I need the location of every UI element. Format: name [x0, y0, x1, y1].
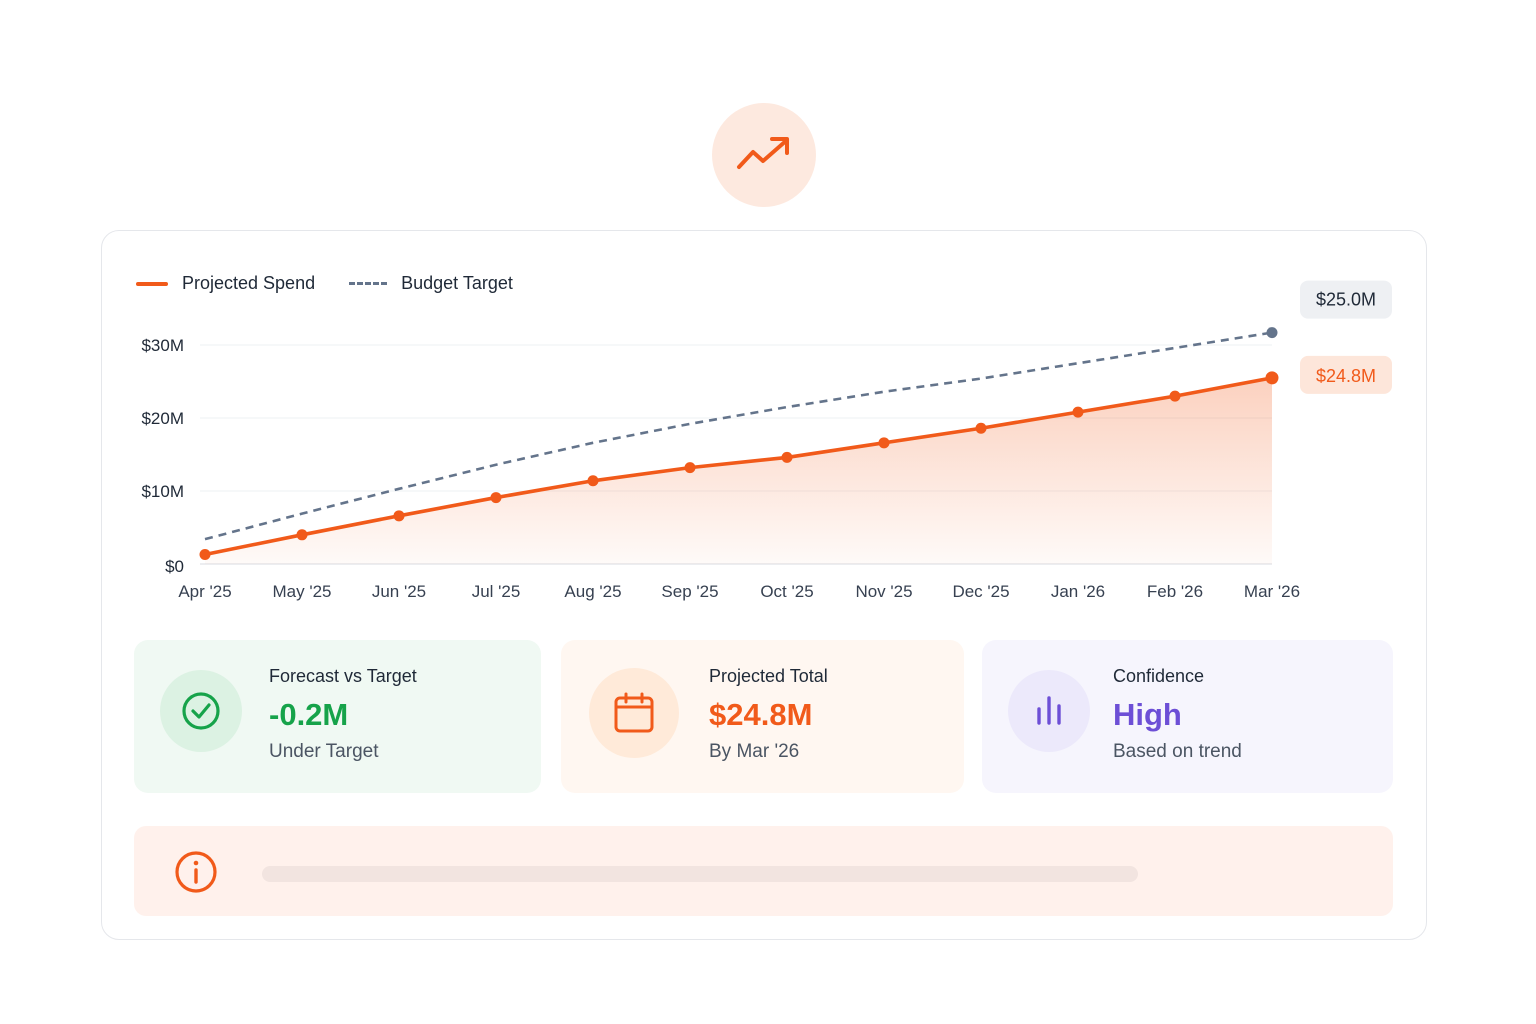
stat-sub: Under Target [269, 741, 379, 762]
y-tick-label: $30M [141, 336, 184, 355]
stat-card-confidence: Confidence High Based on trend [982, 640, 1393, 793]
forecast-chart: $0 $10M $20M $30M Apr '25 May '25 Jun '25 Jul '… [141, 280, 1392, 601]
x-tick-label: Jan '26 [1051, 582, 1105, 601]
bar-chart-icon [1008, 670, 1090, 752]
x-tick-label: Jun '25 [372, 582, 426, 601]
stat-value: $24.8M [709, 697, 813, 732]
legend-swatch-target [349, 282, 388, 285]
x-tick-label: Sep '25 [661, 582, 718, 601]
data-point-projected [781, 451, 793, 463]
x-tick-label: May '25 [273, 582, 332, 601]
check-circle-icon [160, 670, 242, 752]
series-line-target [204, 331, 1273, 541]
x-tick-label: Feb '26 [1147, 582, 1203, 601]
legend-swatch-projected [136, 281, 168, 286]
data-point-projected [975, 422, 987, 434]
data-point-projected [296, 529, 308, 541]
stat-label: Forecast vs Target [269, 666, 417, 686]
y-tick-label: $0 [165, 557, 184, 576]
stat-label: Projected Total [709, 666, 828, 686]
stat-card-projected-total: Projected Total $24.8M By Mar '26 [561, 640, 964, 793]
stat-card-forecast: Forecast vs Target -0.2M Under Target [134, 640, 541, 793]
data-point-projected [878, 437, 890, 449]
x-tick-label: Apr '25 [178, 582, 231, 601]
x-tick-label: Jul '25 [472, 582, 521, 601]
x-tick-label: Aug '25 [564, 582, 621, 601]
data-point-projected [587, 475, 599, 487]
target-end-point [1266, 327, 1278, 339]
stat-value: High [1113, 697, 1182, 732]
calendar-icon [589, 668, 679, 758]
data-point-projected [1265, 371, 1279, 385]
data-point-projected [1169, 390, 1181, 402]
stat-label: Confidence [1113, 666, 1205, 686]
y-tick-label: $10M [141, 482, 184, 501]
legend-label-target: Budget Target [401, 273, 513, 293]
target-end-label: $25.0M [1316, 290, 1376, 310]
x-tick-label: Dec '25 [952, 582, 1009, 601]
projected-end-label: $24.8M [1316, 366, 1376, 386]
data-point-projected [1072, 406, 1084, 418]
target-end-label-bg [1300, 280, 1392, 319]
projected-end-label-bg [1300, 355, 1392, 394]
stat-sub: By Mar '26 [709, 741, 800, 762]
data-point-projected [490, 492, 502, 504]
data-point-projected [199, 549, 211, 561]
x-tick-label: Oct '25 [760, 582, 813, 601]
y-tick-label: $20M [141, 409, 184, 428]
chart-legend: Projected Spend Budget Target [136, 273, 547, 294]
legend-item-target: Budget Target [349, 273, 513, 294]
forecast-card: Projected Spend Budget Target $0 $10M $20M… [101, 230, 1427, 940]
x-tick-label: Mar '26 [1244, 582, 1300, 601]
trend-badge [712, 103, 816, 207]
stat-sub: Based on trend [1113, 741, 1242, 762]
data-point-projected [684, 462, 696, 474]
legend-label-projected: Projected Spend [182, 273, 316, 293]
stat-value: -0.2M [269, 697, 349, 732]
info-icon [175, 851, 217, 893]
trending-up-icon [737, 137, 789, 169]
info-banner [134, 826, 1393, 916]
info-text-placeholder [262, 866, 1138, 882]
legend-item-projected: Projected Spend [136, 273, 315, 294]
series-line-projected [204, 376, 1273, 557]
data-point-projected [393, 510, 405, 522]
x-tick-label: Nov '25 [855, 582, 912, 601]
